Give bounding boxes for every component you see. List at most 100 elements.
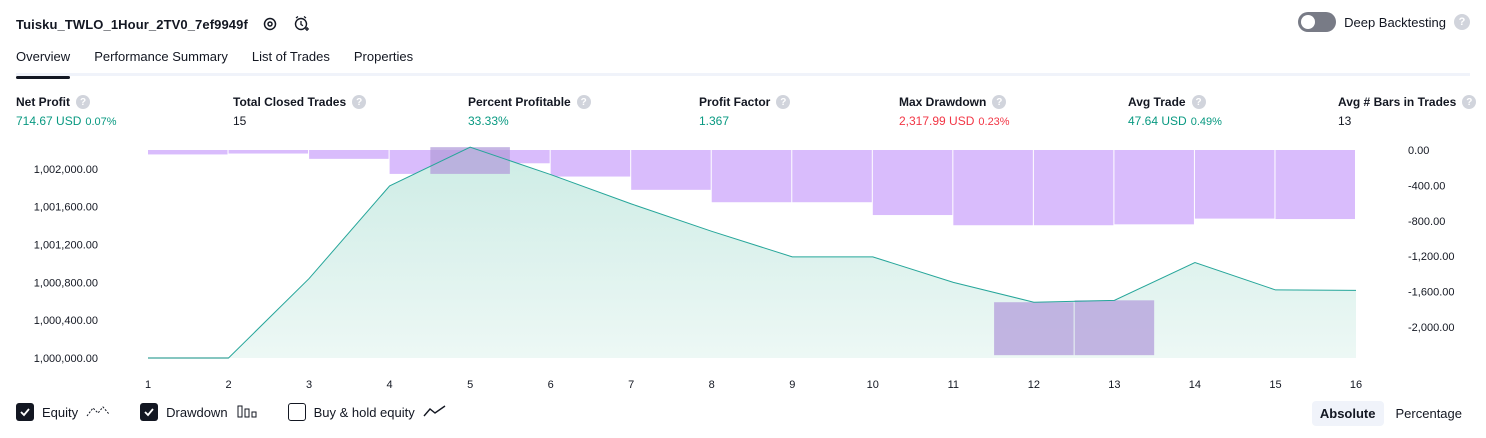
legend-label: Buy & hold equity — [313, 404, 415, 420]
x-axis-tick-label: 10 — [867, 379, 879, 391]
x-axis-tick-label: 3 — [306, 379, 312, 391]
help-icon[interactable]: ? — [776, 95, 791, 109]
metric-label: Avg # Bars in Trades — [1338, 95, 1457, 109]
x-axis-tick-label: 15 — [1269, 379, 1281, 391]
metric-percent: 0.49% — [1190, 116, 1222, 128]
drawdown-bar — [631, 150, 711, 190]
metric-value: 13 — [1338, 114, 1352, 128]
x-axis-tick-label: 11 — [948, 379, 959, 391]
metric-value: 47.64 USD — [1128, 114, 1187, 128]
right-axis-tick-label: -2,000.00 — [1408, 322, 1454, 334]
left-axis-tick-label: 1,000,800.00 — [34, 277, 98, 289]
left-axis-tick-label: 1,001,600.00 — [34, 202, 98, 214]
x-axis-tick-label: 8 — [709, 379, 715, 391]
chart-legend: Equity Drawdown Buy & hold equity — [16, 403, 447, 421]
drawdown-bar — [872, 150, 953, 216]
metric-label: Profit Factor — [699, 95, 771, 109]
legend-drawdown[interactable]: Drawdown — [140, 403, 257, 421]
help-icon[interactable]: ? — [1462, 95, 1477, 109]
drawdown-bar — [228, 150, 309, 154]
x-axis-tick-label: 6 — [548, 379, 554, 391]
metric-percent-profitable: Percent Profitable? 33.33% — [468, 94, 591, 128]
report-header: Tuisku_TWLO_1Hour_2TV0_7ef9949f — [16, 10, 312, 38]
left-axis-tick-label: 1,000,000.00 — [34, 353, 98, 365]
right-axis-tick-label: 0.00 — [1408, 145, 1429, 157]
legend-label: Drawdown — [166, 404, 228, 420]
metric-avg-bars: Avg # Bars in Trades? 13 — [1338, 94, 1477, 128]
legend-label: Equity — [42, 404, 79, 420]
add-alert-icon[interactable] — [292, 14, 312, 34]
help-icon[interactable]: ? — [76, 95, 90, 109]
drawdown-bar — [1033, 150, 1114, 226]
tab-performance-summary[interactable]: Performance Summary — [94, 49, 228, 64]
right-axis-tick-label: -400.00 — [1408, 180, 1445, 192]
metric-max-drawdown: Max Drawdown? 2,317.99 USD 0.23% — [899, 94, 1010, 128]
metric-value: 33.33% — [468, 114, 509, 128]
help-icon[interactable]: ? — [576, 95, 591, 109]
x-axis-tick-label: 16 — [1350, 379, 1362, 391]
metric-value: 714.67 USD — [16, 114, 82, 128]
help-icon[interactable]: ? — [1191, 95, 1206, 109]
report-tabs: Overview Performance Summary List of Tra… — [16, 46, 1470, 79]
buy-hold-line-icon — [423, 404, 447, 421]
absolute-button[interactable]: Absolute — [1311, 401, 1384, 426]
metric-label: Max Drawdown — [899, 95, 987, 109]
left-axis-tick-label: 1,002,000.00 — [34, 164, 98, 176]
value-mode-switch: Absolute Percentage — [1311, 401, 1470, 426]
checkbox-checked-icon[interactable] — [16, 403, 34, 421]
metric-label: Net Profit — [16, 95, 70, 109]
deep-backtesting-toggle[interactable] — [1298, 12, 1337, 32]
drawdown-bar — [1275, 150, 1355, 220]
equity-line — [148, 146, 1357, 359]
drawdown-overlap-bar — [1074, 300, 1155, 356]
drawdown-bar — [711, 150, 792, 203]
x-axis-tick-label: 7 — [628, 379, 634, 391]
tab-list-of-trades[interactable]: List of Trades — [251, 49, 330, 64]
drawdown-bar — [1114, 150, 1194, 225]
drawdown-overlap-bar — [430, 147, 510, 174]
drawdown-bar — [953, 150, 1033, 226]
left-axis-tick-label: 1,000,400.00 — [34, 315, 98, 327]
help-icon[interactable]: ? — [1454, 14, 1470, 30]
metric-percent: 0.07% — [85, 116, 117, 128]
metric-value: 2,317.99 USD — [899, 114, 975, 128]
drawdown-bar — [309, 150, 389, 159]
x-axis-tick-label: 4 — [387, 379, 393, 391]
right-axis-tick-label: -1,200.00 — [1408, 251, 1454, 263]
legend-buy-hold[interactable]: Buy & hold equity — [287, 403, 447, 421]
percentage-button[interactable]: Percentage — [1395, 406, 1463, 421]
metric-label: Avg Trade — [1128, 95, 1186, 109]
drawdown-bar — [792, 150, 872, 203]
metric-total-closed-trades: Total Closed Trades? 15 — [233, 94, 367, 128]
deep-backtesting: Deep Backtesting ? — [1298, 12, 1470, 32]
gear-icon[interactable] — [260, 14, 280, 34]
equity-line-icon — [86, 404, 110, 421]
x-axis-tick-label: 1 — [145, 379, 151, 391]
help-icon[interactable]: ? — [992, 95, 1007, 109]
x-axis-tick-label: 5 — [467, 379, 473, 391]
metric-value: 1.367 — [699, 114, 730, 128]
help-icon[interactable]: ? — [352, 95, 367, 109]
x-axis-tick-label: 14 — [1189, 379, 1201, 391]
drawdown-bars-icon — [236, 404, 258, 421]
tab-overview[interactable]: Overview — [16, 46, 71, 79]
equity-chart[interactable]: 1,000,000.00 1,000,400.00 1,000,800.00 1,00… — [0, 140, 1486, 398]
x-axis-tick-label: 13 — [1108, 379, 1120, 391]
legend-equity[interactable]: Equity — [16, 403, 110, 421]
metric-net-profit: Net Profit? 714.67 USD 0.07% — [16, 94, 117, 128]
drawdown-bar — [1194, 150, 1275, 219]
right-axis-tick-label: -1,600.00 — [1408, 287, 1454, 299]
metric-value: 15 — [233, 114, 247, 128]
metric-label: Percent Profitable — [468, 95, 571, 109]
tab-properties[interactable]: Properties — [353, 49, 414, 64]
strategy-title: Tuisku_TWLO_1Hour_2TV0_7ef9949f — [16, 16, 248, 32]
metric-percent: 0.23% — [978, 116, 1010, 128]
x-axis-tick-label: 2 — [225, 379, 231, 391]
x-axis-tick-label: 9 — [789, 379, 795, 391]
checkbox-checked-icon[interactable] — [140, 403, 159, 421]
drawdown-bar — [148, 150, 228, 155]
drawdown-bar — [550, 150, 631, 177]
checkbox-unchecked-icon[interactable] — [287, 403, 306, 421]
deep-backtesting-label: Deep Backtesting — [1344, 14, 1446, 30]
left-axis-tick-label: 1,001,200.00 — [34, 240, 98, 252]
